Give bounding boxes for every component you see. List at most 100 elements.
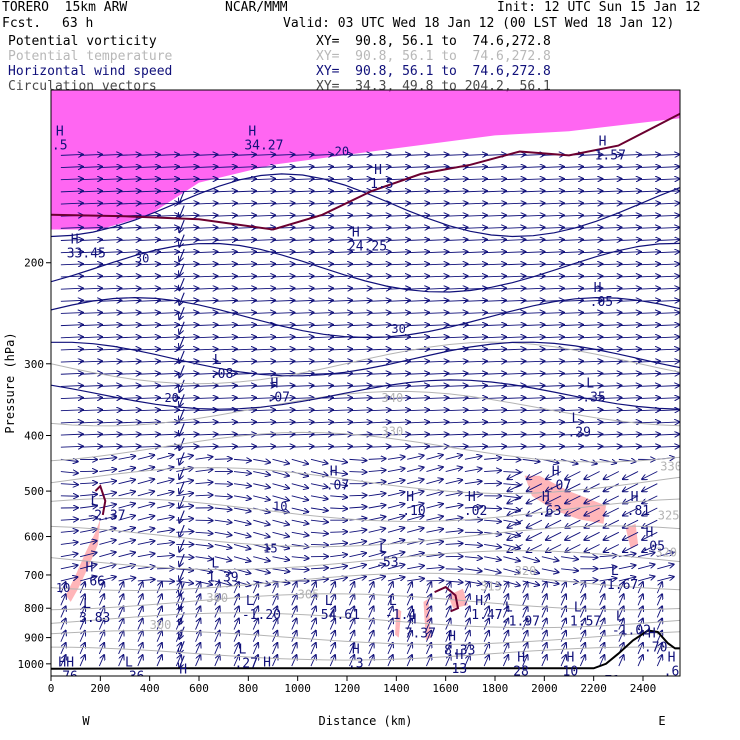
circulation-vector bbox=[368, 517, 386, 520]
circulation-vector bbox=[368, 540, 385, 545]
circulation-vector bbox=[637, 553, 654, 558]
circulation-vector bbox=[406, 606, 412, 618]
circulation-vector bbox=[579, 619, 585, 630]
circulation-vector bbox=[176, 179, 198, 180]
circulation-vector bbox=[137, 504, 154, 509]
circulation-vector bbox=[584, 544, 600, 552]
circulation-vector bbox=[541, 349, 564, 350]
circulation-vector bbox=[137, 313, 160, 314]
axes-layer: 0 200 400 600 800 1000 1200 1400 1600 1800 2000 220… bbox=[3, 257, 666, 728]
circulation-vector bbox=[638, 264, 660, 265]
circulation-vector bbox=[233, 531, 250, 536]
y-tick-label: 600 bbox=[24, 531, 44, 544]
extremum-value: 7.37 bbox=[405, 626, 436, 641]
circulation-vector bbox=[618, 179, 641, 180]
circulation-vector bbox=[156, 655, 162, 667]
circulation-vector bbox=[580, 179, 602, 180]
circulation-vector bbox=[464, 179, 487, 180]
circulation-vector bbox=[291, 276, 314, 277]
circulation-vector bbox=[176, 581, 193, 583]
circulation-vector bbox=[214, 496, 232, 497]
circulation-vector bbox=[214, 520, 232, 522]
circulation-vector bbox=[272, 606, 278, 618]
circulation-vector bbox=[272, 398, 295, 399]
extremum-value: .81 bbox=[627, 504, 650, 519]
circulation-vector bbox=[579, 631, 585, 642]
circulation-vector bbox=[195, 167, 218, 168]
circulation-vector bbox=[426, 516, 443, 521]
extremum-value: 33.45 bbox=[67, 246, 106, 261]
circulation-vector bbox=[541, 422, 564, 423]
circulation-vector bbox=[195, 532, 213, 533]
circulation-vector bbox=[60, 203, 83, 204]
circulation-vector bbox=[179, 408, 185, 421]
circulation-vector bbox=[253, 422, 275, 423]
circulation-vector bbox=[253, 459, 270, 462]
circulation-vector bbox=[272, 167, 295, 168]
circulation-vector bbox=[137, 619, 143, 630]
circulation-vector bbox=[214, 398, 237, 399]
circulation-vector bbox=[195, 179, 218, 180]
circulation-vector bbox=[157, 542, 174, 544]
circulation-vector bbox=[599, 619, 605, 630]
theta-contour-label: 315 bbox=[480, 579, 502, 593]
x-tick-label: 1400 bbox=[383, 682, 410, 695]
circulation-vector bbox=[580, 252, 602, 253]
circulation-vector bbox=[214, 349, 237, 350]
plot-frame bbox=[50, 89, 681, 677]
circulation-vector bbox=[310, 631, 316, 642]
circulation-vector bbox=[234, 203, 256, 204]
circulation-vector bbox=[541, 446, 564, 447]
circulation-vector bbox=[137, 300, 160, 301]
circulation-vector bbox=[445, 606, 451, 618]
model-title: TORERO 15km ARW bbox=[2, 0, 128, 15]
circulation-vector bbox=[560, 643, 566, 655]
circulation-vector bbox=[387, 337, 410, 338]
circulation-vector bbox=[330, 227, 352, 228]
circulation-vector bbox=[272, 643, 278, 655]
circulation-vector bbox=[657, 434, 679, 435]
circulation-vector bbox=[484, 264, 506, 265]
circulation-vector bbox=[368, 594, 374, 606]
circulation-vector bbox=[195, 582, 201, 594]
circulation-vector bbox=[60, 300, 83, 301]
circulation-vector bbox=[329, 606, 335, 618]
circulation-vector bbox=[368, 313, 391, 314]
circulation-vector bbox=[253, 154, 275, 155]
circulation-vector bbox=[137, 288, 160, 289]
circulation-vector bbox=[580, 325, 602, 326]
circulation-vector bbox=[195, 264, 218, 265]
circulation-vector bbox=[503, 373, 525, 374]
circulation-vector bbox=[137, 554, 155, 557]
circulation-vector bbox=[272, 288, 295, 289]
circulation-vector bbox=[60, 446, 83, 447]
circulation-vector bbox=[445, 581, 463, 582]
circulation-vector bbox=[522, 655, 528, 667]
circulation-vector bbox=[445, 410, 468, 411]
circulation-vector bbox=[445, 398, 468, 399]
circulation-vector bbox=[156, 643, 162, 655]
x-tick-label: 1200 bbox=[334, 682, 361, 695]
circulation-vector bbox=[349, 313, 371, 314]
circulation-vector bbox=[291, 557, 309, 559]
extremum-value: .07 bbox=[548, 479, 571, 494]
circulation-vector bbox=[584, 471, 600, 480]
circulation-vector bbox=[541, 191, 564, 192]
circulation-vector bbox=[195, 349, 218, 350]
circulation-vector bbox=[657, 577, 673, 582]
circulation-vector bbox=[426, 631, 431, 642]
circulation-vector bbox=[368, 446, 391, 447]
circulation-vector bbox=[522, 556, 539, 562]
circulation-vector bbox=[195, 469, 213, 471]
circulation-vector bbox=[599, 288, 622, 289]
circulation-vector bbox=[638, 385, 660, 386]
circulation-vector bbox=[157, 337, 179, 338]
theta-contour-label: 300 bbox=[206, 591, 228, 605]
circulation-vector bbox=[541, 252, 564, 253]
circulation-vector bbox=[368, 167, 391, 168]
circulation-vector bbox=[618, 446, 641, 447]
circulation-vector bbox=[426, 422, 448, 423]
circulation-vector bbox=[464, 203, 487, 204]
circulation-vector bbox=[330, 472, 347, 475]
circulation-vector bbox=[406, 619, 412, 630]
